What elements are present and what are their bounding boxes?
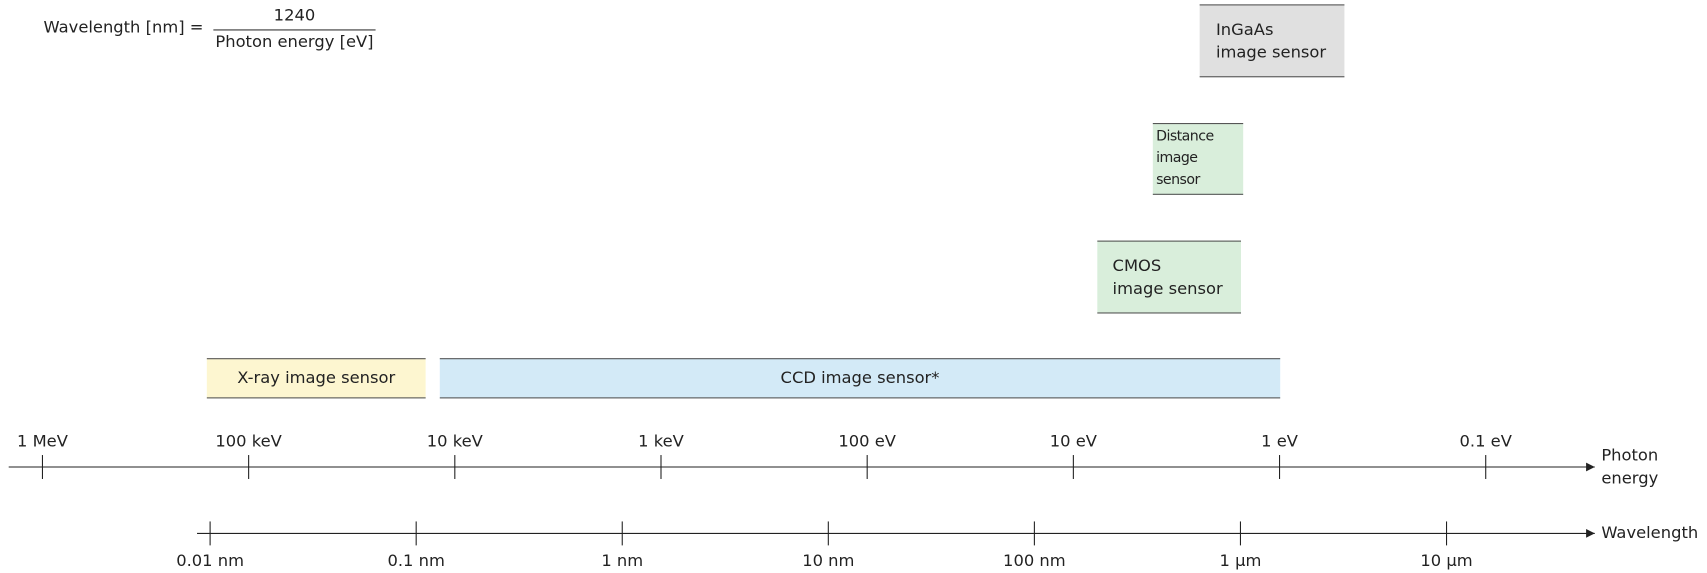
wavelength-tick-label: 1 nm [601,550,644,571]
energy-tick-label: 10 keV [426,431,483,451]
wavelength-tick-label: 1 μm [1219,550,1262,571]
energy-tick-label: 100 eV [838,431,896,451]
energy-axis-label: Photon energy [1601,444,1658,490]
energy-tick-label: 1 keV [638,431,684,451]
formula-denominator: Photon energy [eV] [215,31,374,52]
wavelength-tick-label: 0.01 nm [176,550,245,571]
wavelength-tick-label: 10 nm [802,550,855,571]
energy-tick-label: 10 eV [1049,431,1097,451]
formula-lhs: Wavelength [nm] = [43,17,204,38]
wavelength-tick-label: 10 μm [1420,550,1473,571]
xray-sensor: X-ray image sensor [206,358,426,399]
sensor-label: CCD image sensor* [780,367,940,388]
axis-label-line: Photon [1601,445,1659,465]
distance-sensor: Distance image sensor [1152,123,1244,195]
wavelength-tick-label: 0.1 nm [387,550,445,571]
energy-tick-label: 1 MeV [17,431,68,451]
formula-numerator: 1240 [273,5,316,26]
sensor-label: image sensor [1156,150,1200,189]
sensor-label: InGaAs [1215,19,1274,39]
fraction-bar [213,29,376,31]
energy-tick-label: 0.1 eV [1459,431,1512,451]
sensor-label: X-ray image sensor [237,367,396,388]
axis-label-line: energy [1601,468,1659,488]
ccd-sensor: CCD image sensor* [439,358,1281,399]
sensor-label: image sensor [1112,278,1223,298]
sensor-label: Distance [1156,128,1214,145]
wavelength-axis-label: Wavelength [1601,522,1699,543]
energy-tick-label: 1 eV [1261,431,1298,451]
sensor-label: image sensor [1215,41,1327,62]
energy-tick-label: 100 keV [215,431,282,451]
wavelength-tick-label: 100 nm [1003,550,1066,571]
cmos-sensor: CMOS image sensor [1097,240,1242,314]
sensor-label: CMOS [1112,255,1162,275]
ingaas-sensor: InGaAs image sensor [1199,4,1345,78]
